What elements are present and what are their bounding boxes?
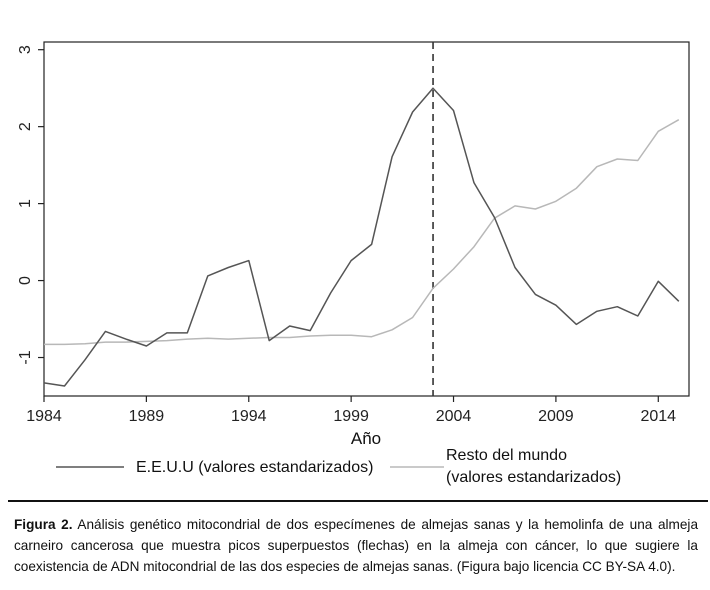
x-axis: 1984 1989 1994 1999 2004 2009 2014 <box>26 396 676 425</box>
x-tick-label: 2014 <box>640 408 676 425</box>
legend-label-world-line1: Resto del mundo <box>446 447 567 464</box>
legend: E.E.U.U (valores estandarizados) Resto d… <box>56 447 621 486</box>
y-tick-label: 0 <box>17 276 34 285</box>
x-tick-label: 1994 <box>231 408 267 425</box>
caption-divider <box>8 500 708 502</box>
x-tick-label: 1999 <box>333 408 369 425</box>
y-tick-label: 3 <box>17 45 34 54</box>
series-line-usa <box>43 87 680 387</box>
y-tick-label: -1 <box>17 350 34 364</box>
legend-label-usa: E.E.U.U (valores estandarizados) <box>136 459 373 476</box>
y-axis: -1 0 1 2 3 <box>17 45 44 365</box>
x-tick-label: 2004 <box>436 408 472 425</box>
y-tick-label: 1 <box>17 199 34 208</box>
series-line-rest-of-world <box>44 119 680 346</box>
x-tick-label: 1984 <box>26 408 62 425</box>
figure-caption: Figura 2. Análisis genético mitocondrial… <box>14 514 698 577</box>
caption-label: Figura 2. <box>14 517 73 532</box>
y-tick-label: 2 <box>17 122 34 131</box>
x-tick-label: 2009 <box>538 408 574 425</box>
plot-area <box>43 41 690 397</box>
caption-text: Análisis genético mitocondrial de dos es… <box>14 517 699 574</box>
legend-label-world-line2: (valores estandarizados) <box>446 469 621 486</box>
x-tick-label: 1989 <box>129 408 165 425</box>
series-group <box>43 87 680 387</box>
x-axis-title: Año <box>351 429 381 448</box>
